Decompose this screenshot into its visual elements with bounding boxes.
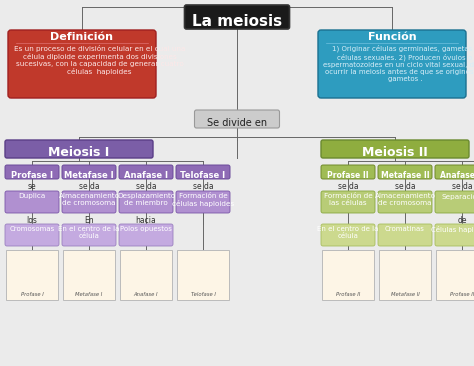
Bar bbox=[322, 250, 374, 300]
FancyBboxPatch shape bbox=[435, 165, 474, 179]
Text: Anafase II: Anafase II bbox=[440, 172, 474, 180]
FancyBboxPatch shape bbox=[62, 191, 116, 213]
Text: Células haploides: Células haploides bbox=[431, 226, 474, 233]
Text: En el centro de la
célula: En el centro de la célula bbox=[58, 226, 120, 239]
FancyBboxPatch shape bbox=[62, 165, 116, 179]
Bar bbox=[63, 250, 115, 300]
Text: Es un proceso de división celular en el cual una
célula diploide experimenta dos: Es un proceso de división celular en el … bbox=[14, 45, 185, 75]
Text: Polos opuestos: Polos opuestos bbox=[120, 226, 172, 232]
Text: Definición: Definición bbox=[51, 32, 113, 42]
Text: se da: se da bbox=[337, 182, 358, 191]
FancyBboxPatch shape bbox=[176, 191, 230, 213]
FancyBboxPatch shape bbox=[378, 224, 432, 246]
Text: Profase II: Profase II bbox=[336, 292, 360, 297]
Text: Cromatinas: Cromatinas bbox=[385, 226, 425, 232]
FancyBboxPatch shape bbox=[321, 224, 375, 246]
Text: Separación: Separación bbox=[442, 193, 474, 200]
FancyBboxPatch shape bbox=[62, 224, 116, 246]
FancyBboxPatch shape bbox=[435, 191, 474, 213]
Text: de: de bbox=[457, 216, 467, 225]
Text: Desplazamiento
de miembro: Desplazamiento de miembro bbox=[117, 193, 175, 206]
Text: Metafase II: Metafase II bbox=[391, 292, 419, 297]
Text: Formación de
las células: Formación de las células bbox=[324, 193, 373, 206]
Text: Cromosomas: Cromosomas bbox=[9, 226, 55, 232]
Text: se da: se da bbox=[395, 182, 415, 191]
Text: se da: se da bbox=[136, 182, 156, 191]
FancyBboxPatch shape bbox=[435, 224, 474, 246]
Text: Metafase I: Metafase I bbox=[64, 172, 114, 180]
Text: Meiosis II: Meiosis II bbox=[362, 146, 428, 160]
FancyBboxPatch shape bbox=[119, 165, 173, 179]
Text: se da: se da bbox=[79, 182, 100, 191]
FancyBboxPatch shape bbox=[318, 30, 466, 98]
Text: Duplica: Duplica bbox=[18, 193, 46, 199]
Text: Anafase I: Anafase I bbox=[134, 292, 158, 297]
FancyBboxPatch shape bbox=[119, 191, 173, 213]
Text: 1) Originar células germinales, gametas o
células sexuales. 2) Producen óvulos o: 1) Originar células germinales, gametas … bbox=[323, 45, 474, 82]
Text: Metafase I: Metafase I bbox=[75, 292, 103, 297]
FancyBboxPatch shape bbox=[184, 5, 290, 29]
Text: los: los bbox=[27, 216, 37, 225]
FancyBboxPatch shape bbox=[5, 140, 153, 158]
FancyBboxPatch shape bbox=[194, 110, 280, 128]
Text: Función: Función bbox=[368, 32, 416, 42]
Text: Profase I: Profase I bbox=[11, 172, 53, 180]
FancyBboxPatch shape bbox=[176, 165, 230, 179]
Bar bbox=[120, 250, 172, 300]
Text: Anafase I: Anafase I bbox=[124, 172, 168, 180]
Text: Telofase I: Telofase I bbox=[191, 292, 216, 297]
Bar bbox=[436, 250, 474, 300]
FancyBboxPatch shape bbox=[5, 224, 59, 246]
Text: se da: se da bbox=[452, 182, 472, 191]
Text: En: En bbox=[84, 216, 94, 225]
Text: Metafase II: Metafase II bbox=[381, 172, 429, 180]
Bar bbox=[177, 250, 229, 300]
Text: Formación de
células haploides: Formación de células haploides bbox=[172, 193, 234, 207]
Text: Profase II: Profase II bbox=[450, 292, 474, 297]
Text: se: se bbox=[27, 182, 36, 191]
Text: Meiosis I: Meiosis I bbox=[48, 146, 109, 160]
FancyBboxPatch shape bbox=[321, 191, 375, 213]
Text: hacia: hacia bbox=[136, 216, 156, 225]
FancyBboxPatch shape bbox=[8, 30, 156, 98]
Bar bbox=[379, 250, 431, 300]
FancyBboxPatch shape bbox=[378, 191, 432, 213]
Text: Telofase I: Telofase I bbox=[181, 172, 226, 180]
FancyBboxPatch shape bbox=[321, 140, 469, 158]
Bar bbox=[6, 250, 58, 300]
Text: La meiosis: La meiosis bbox=[192, 14, 282, 29]
Text: Almacenamiento
de cromosoma: Almacenamiento de cromosoma bbox=[374, 193, 436, 206]
Text: Profase II: Profase II bbox=[327, 172, 369, 180]
FancyBboxPatch shape bbox=[321, 165, 375, 179]
Text: se da: se da bbox=[193, 182, 213, 191]
Text: En el centro de la
célula: En el centro de la célula bbox=[317, 226, 379, 239]
Text: Almacenamiento
de cromosoma: Almacenamiento de cromosoma bbox=[58, 193, 119, 206]
Text: Profase I: Profase I bbox=[21, 292, 44, 297]
FancyBboxPatch shape bbox=[378, 165, 432, 179]
FancyBboxPatch shape bbox=[5, 191, 59, 213]
Text: Se divide en: Se divide en bbox=[207, 118, 267, 128]
FancyBboxPatch shape bbox=[5, 165, 59, 179]
FancyBboxPatch shape bbox=[119, 224, 173, 246]
